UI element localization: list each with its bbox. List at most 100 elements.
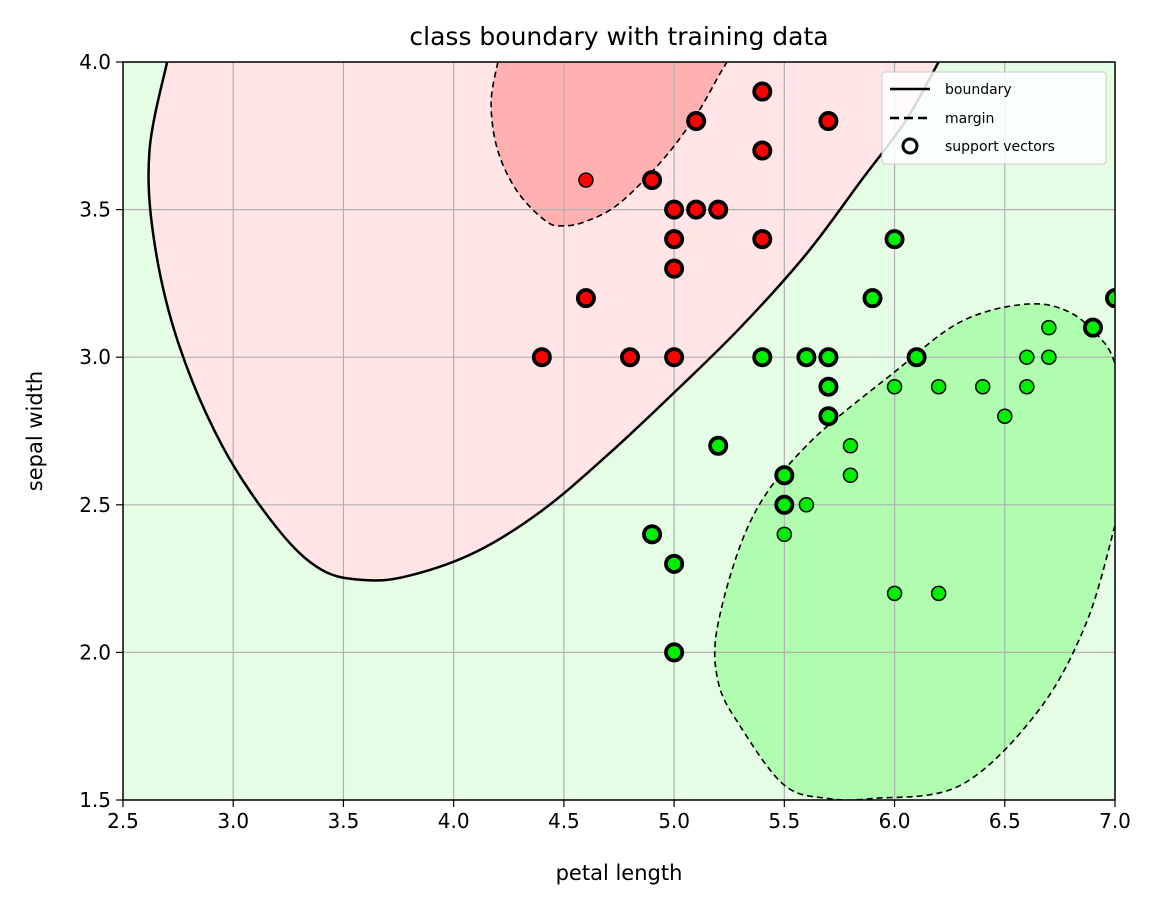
y-tick-label: 3.0 — [79, 345, 111, 369]
support-vector-ring — [686, 111, 707, 132]
support-vector-ring — [818, 111, 839, 132]
data-point-class-a — [710, 201, 726, 218]
data-point-class-a — [578, 172, 594, 188]
data-point-class-b — [886, 231, 903, 247]
support-vector-ring — [531, 347, 552, 368]
plot-frame — [122, 61, 1116, 801]
x-axis-label: petal length — [556, 861, 683, 885]
data-point-class-a — [622, 349, 638, 365]
x-tick-label: 3.0 — [217, 809, 249, 833]
support-vector-ring — [774, 465, 795, 486]
x-tick-label: 2.5 — [107, 809, 139, 833]
y-tick-label: 2.5 — [79, 493, 111, 517]
y-tick-label: 2.0 — [79, 640, 111, 664]
data-point-class-b — [666, 556, 682, 572]
x-tick-label: 5.5 — [768, 809, 800, 833]
support-vector-ring — [818, 347, 839, 368]
support-vector-ring — [664, 642, 685, 663]
data-point-class-b — [842, 438, 859, 454]
data-point-class-b — [930, 378, 947, 395]
class-a-margin-region — [491, 62, 727, 226]
data-point-class-b — [710, 438, 726, 454]
support-vector-ring — [664, 199, 685, 220]
x-tick-label: 6.5 — [989, 809, 1021, 833]
support-vector-ring — [774, 494, 795, 515]
data-point-class-b — [644, 526, 660, 543]
legend-support-vectors-label: support vectors — [945, 139, 1055, 155]
data-point-class-b — [886, 585, 903, 602]
support-vector-ring — [906, 347, 927, 368]
x-tick-label: 4.0 — [438, 809, 470, 833]
plot-area — [123, 62, 1115, 800]
support-vector-ring — [575, 288, 596, 309]
data-point-class-a — [666, 260, 682, 277]
data-point-class-b — [997, 408, 1013, 424]
support-vector-ring — [752, 229, 773, 250]
legend-boundary-label: boundary — [945, 82, 1012, 98]
data-point-class-b — [820, 349, 837, 365]
y-tick-label: 1.5 — [79, 788, 111, 812]
data-point-class-b — [1041, 349, 1057, 365]
legend-margin-label: margin — [945, 111, 994, 127]
x-tick-label: 3.5 — [328, 809, 360, 833]
support-vector-ring — [752, 81, 773, 102]
y-axis: 1.5 2.0 2.5 3.0 3.5 4.0 — [79, 50, 123, 812]
data-point-class-b — [1041, 319, 1057, 336]
data-point-class-b — [776, 526, 793, 543]
support-vector-ring — [642, 524, 663, 545]
data-point-class-b — [820, 378, 837, 395]
support-vector-ring — [862, 288, 883, 309]
x-tick-label: 5.0 — [658, 809, 690, 833]
support-vector-ring — [818, 406, 839, 427]
x-axis: 2.5 3.0 3.5 4.0 4.5 5.0 5.5 6.0 6.5 7.0 — [107, 800, 1131, 833]
support-vector-ring — [664, 553, 685, 574]
support-vector-ring — [708, 199, 729, 220]
data-point-class-b — [666, 644, 682, 661]
data-point-class-a — [666, 349, 682, 365]
data-point-class-b — [1085, 319, 1101, 336]
data-point-class-a — [644, 172, 660, 188]
class-a-region — [148, 62, 939, 581]
data-point-class-b — [886, 378, 903, 395]
support-vector-ring — [642, 170, 663, 191]
support-vector-ring — [664, 258, 685, 279]
data-point-class-b — [1107, 290, 1115, 306]
data-point-class-a — [688, 113, 704, 129]
boundary-line — [147, 62, 940, 582]
data-point-class-b — [798, 497, 815, 513]
data-point-class-a — [754, 231, 771, 247]
data-point-class-a — [578, 290, 594, 306]
data-point-class-a — [754, 142, 771, 159]
data-point-class-a — [666, 201, 682, 218]
legend-box — [881, 71, 1107, 165]
legend-support-vector-marker — [901, 137, 919, 155]
data-point-class-b — [754, 349, 771, 365]
margin-line-b — [713, 302, 1115, 800]
data-point-class-b — [820, 408, 837, 424]
margin-line-a — [490, 62, 728, 227]
data-point-class-a — [666, 231, 682, 247]
data-point-class-b — [776, 467, 793, 484]
support-vector-ring — [818, 376, 839, 397]
support-vector-ring — [752, 140, 773, 161]
data-point-class-b — [776, 497, 793, 513]
chart-title: class boundary with training data — [409, 22, 828, 51]
data-point-class-a — [820, 113, 837, 129]
support-vector-ring — [620, 347, 641, 368]
x-tick-label: 6.0 — [879, 809, 911, 833]
data-point-class-b — [930, 585, 947, 602]
class-b-margin-region — [714, 303, 1115, 800]
support-vector-ring — [1082, 317, 1103, 338]
data-point-class-b — [908, 349, 925, 365]
data-point-class-a — [688, 201, 704, 218]
support-vector-ring — [664, 347, 685, 368]
x-tick-label: 4.5 — [548, 809, 580, 833]
support-vector-ring — [664, 229, 685, 250]
y-tick-label: 4.0 — [79, 50, 111, 74]
support-vector-ring — [1105, 288, 1115, 309]
support-vector-ring — [752, 347, 773, 368]
support-vector-ring — [884, 229, 905, 250]
data-point-class-b — [1019, 349, 1035, 365]
y-tick-label: 3.5 — [79, 198, 111, 222]
support-vector-ring — [708, 435, 729, 456]
